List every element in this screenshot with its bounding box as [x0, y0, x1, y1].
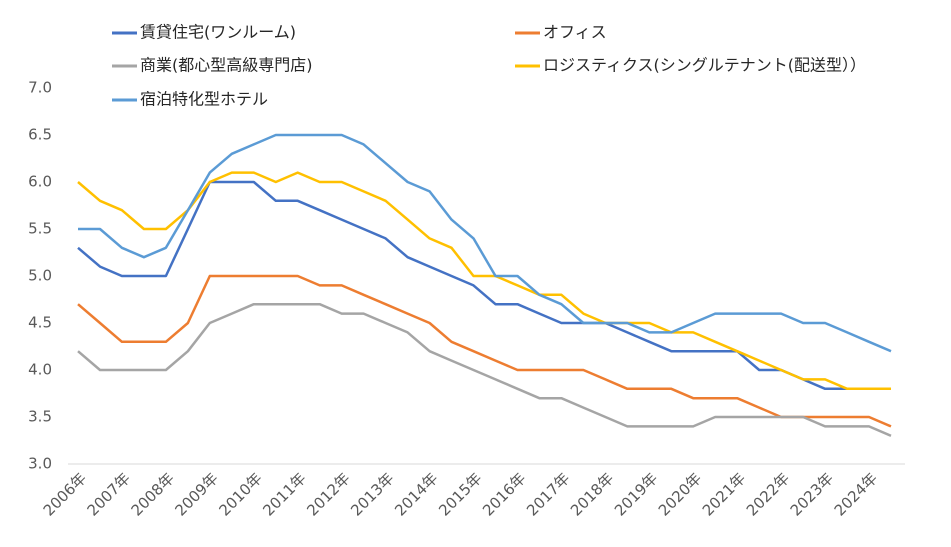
y-tick-label: 6.0 [28, 173, 52, 191]
x-tick-label: 2022年 [743, 469, 793, 519]
line-series [77, 171, 891, 391]
x-tick-label: 2023年 [787, 469, 837, 519]
line-series [78, 133, 892, 353]
legend-label: 宿泊特化型ホテル [140, 90, 268, 109]
line-series [77, 180, 891, 391]
y-tick-label: 4.0 [28, 361, 52, 379]
legend-label: オフィス [543, 23, 607, 42]
legend-label: 商業(都心型高級専門店) [140, 56, 313, 75]
y-tick-label: 3.0 [28, 455, 52, 473]
x-tick-label: 2012年 [303, 469, 353, 519]
x-tick-label: 2014年 [391, 469, 441, 519]
x-tick-label: 2011年 [259, 469, 309, 519]
x-tick-label: 2024年 [831, 469, 881, 519]
x-tick-label: 2015年 [435, 469, 485, 519]
x-tick-label: 2007年 [84, 469, 134, 519]
y-tick-label: 3.5 [28, 408, 52, 426]
y-tick-label: 5.5 [28, 220, 52, 238]
y-tick-label: 4.5 [28, 314, 52, 332]
x-tick-label: 2010年 [215, 469, 265, 519]
y-tick-label: 6.5 [28, 126, 52, 144]
x-tick-label: 2021年 [699, 469, 749, 519]
x-tick-label: 2019年 [611, 469, 661, 519]
x-tick-label: 2009年 [172, 469, 222, 519]
y-tick-label: 7.0 [28, 79, 52, 97]
x-tick-label: 2008年 [128, 469, 178, 519]
x-tick-label: 2017年 [523, 469, 573, 519]
x-tick-label: 2006年 [40, 469, 90, 519]
y-tick-label: 5.0 [28, 267, 52, 285]
x-tick-label: 2020年 [655, 469, 705, 519]
legend-label: ロジスティクス(シングルテナント(配送型）） [543, 56, 866, 75]
line-series [77, 302, 892, 437]
x-tick-label: 2013年 [347, 469, 397, 519]
x-tick-label: 2018年 [567, 469, 617, 519]
line-series [77, 274, 892, 428]
legend-label: 賃貸住宅(ワンルーム) [140, 23, 296, 42]
x-tick-label: 2016年 [479, 469, 529, 519]
